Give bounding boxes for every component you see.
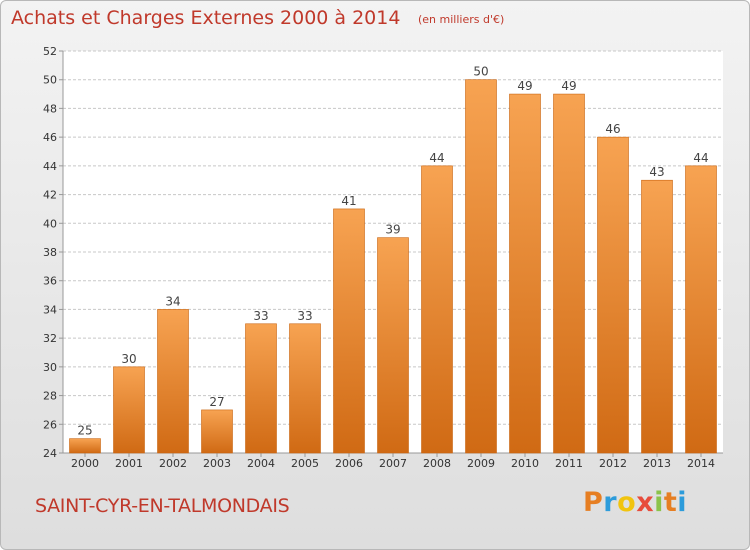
data-label: 30: [121, 352, 136, 366]
commune-name: SAINT-CYR-EN-TALMONDAIS: [35, 495, 290, 517]
data-labels: 25 30 34 27 33 33 41 39 44 50 49 49 46 43 44: [77, 65, 708, 438]
y-tick-label: 44: [43, 160, 57, 173]
x-tick-label: 2001: [115, 457, 143, 470]
y-tick-label: 40: [43, 217, 57, 230]
x-tick-label: 2009: [467, 457, 495, 470]
logo-letter: i: [677, 487, 688, 518]
x-tick-label: 2006: [335, 457, 363, 470]
bar-2005: [289, 323, 321, 454]
logo-letter: o: [617, 487, 637, 518]
data-label: 41: [341, 194, 356, 208]
x-tick-label: 2002: [159, 457, 187, 470]
data-label: 49: [517, 79, 532, 93]
bar-2014: [685, 165, 717, 454]
y-tick-label: 32: [43, 332, 57, 345]
data-label: 33: [297, 309, 312, 323]
logo-letter: x: [636, 487, 655, 518]
logo-letter: t: [663, 487, 678, 518]
y-tick-label: 46: [43, 131, 57, 144]
bar-2013: [641, 179, 673, 454]
data-label: 34: [165, 294, 180, 308]
data-label: 44: [429, 151, 444, 165]
x-tick-label: 2008: [423, 457, 451, 470]
x-tick-label: 2012: [599, 457, 627, 470]
x-tick-label: 2005: [291, 457, 319, 470]
data-label: 33: [253, 309, 268, 323]
chart-title: Achats et Charges Externes 2000 à 2014: [11, 7, 401, 29]
data-label: 25: [77, 424, 92, 438]
data-label: 44: [693, 151, 708, 165]
x-tick-label: 2014: [687, 457, 715, 470]
y-axis-labels: 24 26 28 30 32 34 36 38 40 42 44 46 48 50 52: [43, 45, 57, 460]
proxiti-logo[interactable]: Proxiti: [583, 487, 687, 518]
x-tick-label: 2010: [511, 457, 539, 470]
data-label: 49: [561, 79, 576, 93]
bar-2001: [113, 366, 145, 454]
y-tick-label: 48: [43, 102, 57, 115]
y-tick-label: 28: [43, 390, 57, 403]
bar-2012: [597, 136, 629, 454]
y-tick-label: 30: [43, 361, 57, 374]
data-label: 39: [385, 223, 400, 237]
data-label: 50: [473, 65, 488, 79]
bar-2000: [69, 438, 101, 454]
bar-2002: [157, 309, 189, 454]
x-tick-label: 2000: [71, 457, 99, 470]
x-tick-label: 2004: [247, 457, 275, 470]
logo-letter: i: [654, 487, 664, 518]
y-tick-label: 24: [43, 447, 57, 460]
bar-2008: [421, 165, 453, 454]
y-tick-label: 52: [43, 45, 57, 58]
y-tick-label: 50: [43, 74, 57, 87]
y-tick-label: 26: [43, 418, 57, 431]
bar-2009: [465, 79, 497, 454]
y-tick-label: 34: [43, 303, 57, 316]
bar-2007: [377, 237, 409, 454]
bar-2010: [509, 93, 541, 454]
bar-2004: [245, 323, 277, 454]
data-label: 27: [209, 395, 224, 409]
y-tick-label: 38: [43, 246, 57, 259]
y-tick-label: 42: [43, 189, 57, 202]
x-tick-label: 2003: [203, 457, 231, 470]
bar-2011: [553, 93, 585, 454]
bar-2006: [333, 208, 365, 454]
x-tick-label: 2013: [643, 457, 671, 470]
x-tick-label: 2011: [555, 457, 583, 470]
chart-unit: (en milliers d'€): [418, 13, 505, 26]
data-label: 46: [605, 122, 620, 136]
bars: [69, 79, 717, 454]
logo-letter: r: [603, 487, 618, 518]
bar-2003: [201, 409, 233, 454]
x-axis-labels: 2000 2001 2002 2003 2004 2005 2006 2007 2008 2009…: [71, 457, 715, 470]
logo-letter: P: [583, 487, 604, 518]
x-tick-label: 2007: [379, 457, 407, 470]
y-tick-label: 36: [43, 275, 57, 288]
data-label: 43: [649, 165, 664, 179]
